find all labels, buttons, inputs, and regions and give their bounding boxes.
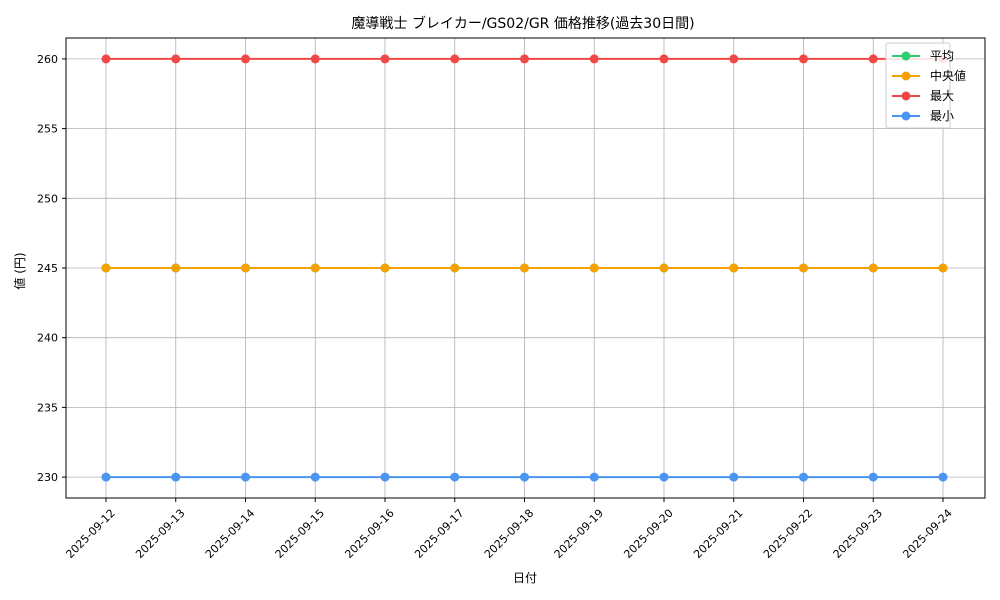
- data-point: [380, 263, 390, 273]
- legend-marker: [901, 91, 911, 101]
- legend-label: 平均: [930, 49, 954, 63]
- data-point: [938, 263, 948, 273]
- data-point: [520, 263, 529, 273]
- legend-item: 最小: [892, 109, 954, 123]
- data-point: [380, 54, 390, 64]
- legend-item: 平均: [892, 49, 954, 63]
- legend-marker: [901, 111, 911, 121]
- data-point: [171, 263, 181, 273]
- legend-box: [885, 42, 951, 129]
- data-point: [589, 54, 599, 64]
- data-point: [241, 472, 250, 482]
- data-point: [380, 472, 390, 482]
- series-最小: [101, 472, 948, 482]
- y-tick-label: 235: [37, 401, 58, 414]
- y-tick-label: 240: [37, 332, 58, 345]
- data-point: [729, 472, 739, 482]
- legend-label: 中央値: [930, 68, 966, 83]
- data-point: [589, 263, 599, 273]
- series-最大: [101, 54, 948, 64]
- data-point: [589, 472, 599, 482]
- y-tick-label: 230: [37, 471, 58, 484]
- data-point: [450, 54, 460, 64]
- data-point: [450, 472, 460, 482]
- data-point: [450, 263, 460, 273]
- data-point: [101, 263, 111, 273]
- data-point: [171, 472, 181, 482]
- data-point: [938, 472, 948, 482]
- legend-item: 中央値: [892, 68, 966, 83]
- data-point: [520, 472, 529, 482]
- data-point: [520, 54, 529, 64]
- data-point: [310, 263, 320, 273]
- data-point: [799, 263, 808, 273]
- legend-marker: [901, 51, 911, 61]
- chart-title: 魔導戦士 ブレイカー/GS02/GR 価格推移(過去30日間): [351, 15, 694, 32]
- y-tick-label: 255: [37, 123, 58, 136]
- y-tick-label: 260: [37, 53, 58, 66]
- data-point: [868, 472, 878, 482]
- data-point: [659, 472, 669, 482]
- data-point: [241, 54, 250, 64]
- data-point: [799, 472, 808, 482]
- data-point: [101, 472, 111, 482]
- data-point: [241, 263, 250, 273]
- series-lines: [101, 54, 948, 482]
- legend-label: 最小: [930, 109, 954, 123]
- series-中央値: [101, 263, 948, 273]
- x-axis-label: 日付: [513, 571, 537, 585]
- legend-label: 最大: [930, 89, 954, 103]
- y-axis-label: 値 (円): [12, 252, 27, 289]
- data-point: [310, 54, 320, 64]
- data-point: [729, 54, 739, 64]
- data-point: [659, 54, 669, 64]
- y-tick-label: 250: [37, 192, 58, 205]
- data-point: [171, 54, 181, 64]
- legend-item: 最大: [892, 89, 954, 103]
- y-tick-label: 245: [37, 262, 58, 275]
- data-point: [729, 263, 739, 273]
- data-point: [101, 54, 111, 64]
- data-point: [868, 54, 878, 64]
- data-point: [659, 263, 669, 273]
- data-point: [868, 263, 878, 273]
- data-point: [799, 54, 808, 64]
- data-point: [310, 472, 320, 482]
- legend-marker: [901, 71, 911, 81]
